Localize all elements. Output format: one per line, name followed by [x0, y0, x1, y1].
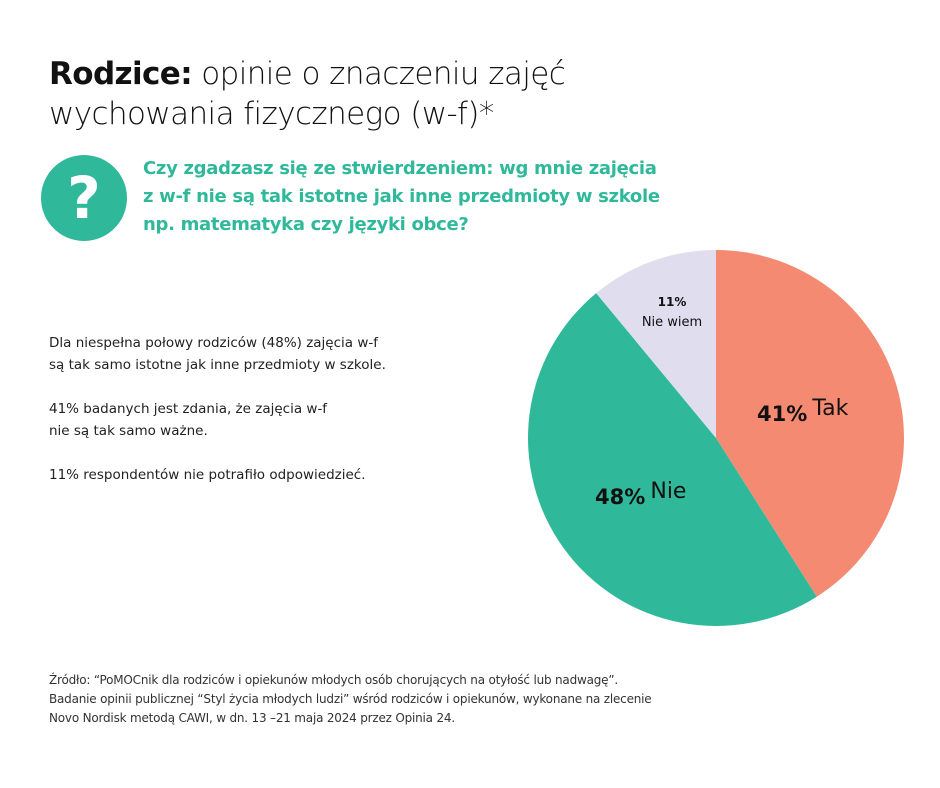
label-tak: 41% Tak	[757, 396, 849, 426]
pie-slice-nie-wiem	[596, 250, 716, 438]
description: Dla niespełna połowy rodziców (48%) zaję…	[49, 332, 449, 508]
page-title: Rodzice: opinie o znaczeniu zajęć wychow…	[49, 54, 566, 134]
description-paragraph: 41% badanych jest zdania, że zajęcia w-f…	[49, 401, 328, 439]
description-paragraph: Dla niespełna połowy rodziców (48%) zaję…	[49, 335, 386, 373]
label-nie: 48% Nie	[595, 479, 687, 509]
question-line: z w-f nie są tak istotne jak inne przedm…	[143, 186, 660, 207]
title-bold: Rodzice:	[49, 56, 193, 92]
title-line1: opinie o znaczeniu zajęć	[192, 56, 566, 92]
survey-question: Czy zgadzasz się ze stwierdzeniem: wg mn…	[143, 155, 683, 239]
pie-slice-tak	[716, 250, 904, 597]
pie-chart	[528, 250, 904, 626]
question-line: Czy zgadzasz się ze stwierdzeniem: wg mn…	[143, 158, 657, 179]
description-paragraph: 11% respondentów nie potrafiło odpowiedz…	[49, 467, 366, 483]
title-line2: wychowania fizycznego (w-f)*	[49, 96, 494, 132]
question-line: np. matematyka czy języki obce?	[143, 214, 469, 235]
label-nie-wiem: 11% Nie wiem	[641, 295, 703, 330]
source-note: Źródło: “PoMOCnik dla rodziców i opiekun…	[49, 673, 652, 725]
question-mark-icon: ?	[41, 155, 127, 241]
pie-slice-nie	[528, 293, 817, 626]
